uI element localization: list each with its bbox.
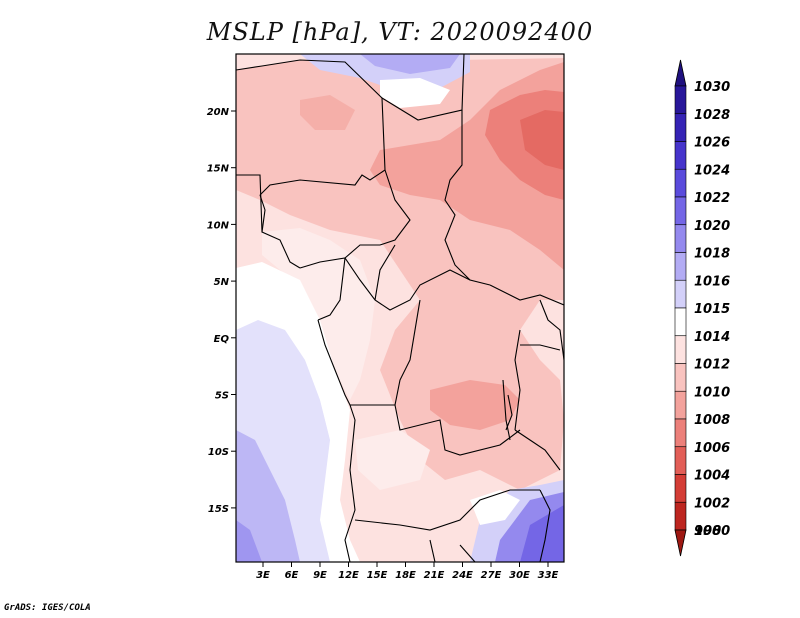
colorbar-label: 1012 (694, 358, 730, 373)
colorbar-label: 1008 (694, 413, 730, 428)
grads-credit: GrADS: IGES/COLA (4, 603, 91, 613)
colorbar-label: 1010 (694, 385, 730, 400)
colorbar-swatch (674, 446, 687, 475)
lon-tick-label: 12E (338, 570, 359, 581)
lat-tick-label: 10S (208, 447, 229, 458)
lat-tick-label: EQ (214, 334, 230, 345)
colorbar-swatch (674, 113, 687, 142)
colorbar-label: 1020 (694, 219, 730, 234)
lat-tick-label: 15S (208, 504, 229, 515)
lon-tick-label: 18E (395, 570, 416, 581)
colorbar-swatch (674, 363, 687, 392)
colorbar-label: 1024 (694, 163, 730, 178)
colorbar-label: 1030 (694, 80, 730, 95)
lat-tick-label: 5N (214, 277, 230, 288)
colorbar-swatch (674, 196, 687, 226)
colorbar-swatch (674, 390, 687, 420)
lon-tick-label: 33E (538, 570, 559, 581)
colorbar-swatch (674, 335, 687, 364)
colorbar-label: 1026 (694, 136, 730, 151)
colorbar-label: 1015 (694, 302, 730, 317)
colorbar-label: 1014 (694, 330, 730, 345)
lon-tick-label: 24E (452, 570, 473, 581)
lon-tick-label: 9E (313, 570, 327, 581)
colorbar-swatch (674, 418, 687, 448)
lat-tick-label: 20N (207, 107, 230, 118)
colorbar-label: 1022 (694, 191, 730, 206)
colorbar-swatch (674, 224, 687, 253)
lon-tick-label: 30E (509, 570, 530, 581)
country-boundaries (236, 54, 564, 562)
colorbar-swatch (674, 501, 687, 531)
pressure-field (236, 54, 564, 562)
colorbar-label: 1004 (694, 469, 730, 484)
lon-tick-label: 3E (256, 570, 270, 581)
colorbar-swatch (674, 279, 687, 309)
colorbar-swatch (674, 141, 687, 170)
colorbar-max-triangle (674, 59, 687, 87)
colorbar-swatch (674, 307, 687, 337)
colorbar-label: 1018 (694, 247, 730, 262)
lat-tick-label: 15N (207, 164, 230, 175)
colorbar-label: 998 (694, 524, 721, 539)
lon-tick-label: 21E (424, 570, 445, 581)
colorbar-swatch (674, 252, 687, 281)
colorbar-min-triangle (674, 529, 687, 557)
longitude-axis: 3E 6E 9E 12E 15E 18E 21E 24E 27E 30E 33E (256, 562, 559, 581)
lon-tick-label: 27E (481, 570, 502, 581)
map-frame (235, 53, 565, 563)
lon-tick-label: 15E (367, 570, 388, 581)
map-title: MSLP [hPa], VT: 2020092400 (206, 18, 594, 46)
colorbar-swatch (674, 168, 687, 198)
colorbar: 1030 1028 1026 1024 1022 1020 1018 1016 1015 1014… (674, 59, 730, 557)
lon-tick-label: 6E (285, 570, 299, 581)
latitude-axis: 20N 15N 10N 5N EQ 5S 10S 15S (207, 107, 236, 515)
colorbar-swatch (674, 474, 687, 503)
colorbar-swatch (674, 85, 687, 115)
colorbar-label: 1028 (694, 108, 730, 123)
colorbar-label: 1002 (694, 496, 730, 511)
lat-tick-label: 10N (207, 220, 230, 231)
colorbar-label: 1006 (694, 441, 730, 456)
lat-tick-label: 5S (215, 391, 229, 402)
colorbar-label: 1016 (694, 274, 730, 289)
colorbar-label: 1000 (694, 524, 730, 539)
